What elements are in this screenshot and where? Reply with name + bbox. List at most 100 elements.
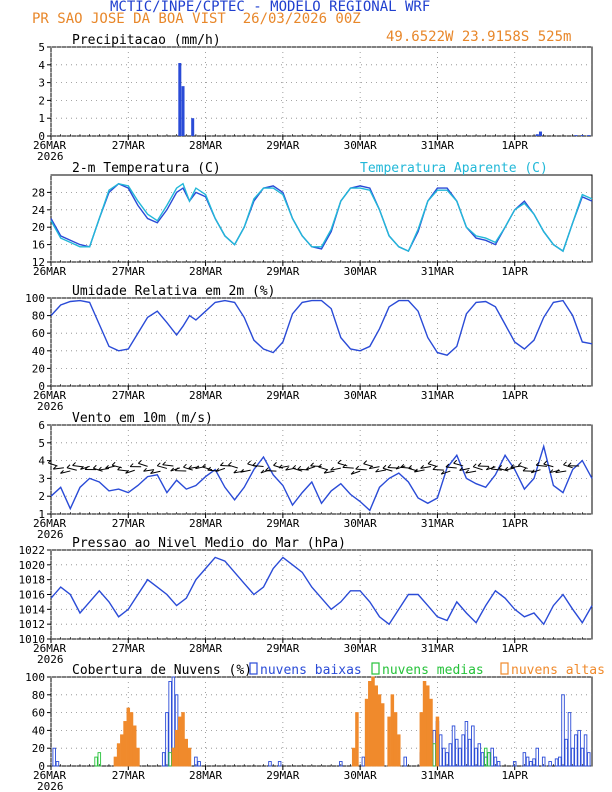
x-year-label: 2026 (37, 400, 64, 413)
y-tick-label: 12 (32, 256, 45, 269)
x-tick-label: 28MAR (189, 517, 222, 530)
x-tick-label: 30MAR (344, 769, 377, 782)
x-tick-label: 29MAR (266, 769, 299, 782)
wind-vector-arrow (414, 469, 425, 473)
x-tick-label: 1APR (501, 389, 528, 402)
wind-vector-head (174, 467, 179, 472)
cloud-bar-nuvens-altas (171, 747, 176, 767)
wind-vector-head (510, 464, 515, 468)
cloud-legend-label: nuvens baixas (260, 663, 362, 678)
cloud-bar-nuvens-baixas (548, 761, 552, 767)
wind-vector-arrow (490, 468, 502, 471)
x-tick-label: 31MAR (421, 139, 454, 152)
wind-vector-head (240, 468, 244, 473)
wind-vector-arrow (536, 464, 547, 467)
panel-frame (50, 46, 593, 137)
cloud-bar-nuvens-baixas (574, 734, 578, 767)
wind-vector-head (337, 459, 342, 464)
cloud-legend-swatch (371, 662, 380, 675)
y-tick-label: 60 (32, 707, 45, 720)
cloud-legend-swatch (249, 662, 258, 675)
panel-title: Cobertura de Nuvens (%) (72, 663, 252, 678)
cloud-bar-nuvens-baixas (554, 758, 559, 767)
wind-vector-head (555, 469, 560, 473)
cloud-bar-nuvens-altas (393, 712, 398, 767)
wind-vector-arrow (473, 466, 483, 471)
wind-vector-arrow (555, 470, 567, 474)
wind-vector-head (535, 461, 540, 466)
wind-vector-head (395, 465, 400, 470)
wind-vector-head (66, 464, 71, 469)
wind-vector-head (285, 466, 289, 471)
wind-vector-head (265, 467, 269, 471)
wind-vector-arrow (427, 463, 438, 468)
cloud-bar-nuvens-baixas (451, 725, 456, 767)
cloud-bar-nuvens-baixas (525, 756, 530, 767)
y-tick-label: 4 (38, 455, 45, 468)
cloud-bar-nuvens-baixas (580, 747, 585, 767)
wind-vector-head (183, 463, 187, 468)
wind-vector-arrow (53, 467, 64, 470)
wind-vector-head (531, 469, 535, 474)
y-tick-label: 24 (32, 204, 46, 217)
cloud-bar-nuvens-baixas (361, 756, 366, 767)
cloud-bar-nuvens-altas (377, 694, 382, 767)
cloud-bar-nuvens-baixas (474, 747, 478, 767)
wind-vector-head (60, 470, 64, 474)
wind-vector-arrow (215, 467, 226, 472)
y-tick-label: 3 (38, 77, 45, 90)
x-tick-label: 28MAR (189, 139, 222, 152)
wind-vector-head (143, 467, 147, 472)
x-tick-label: 1APR (501, 265, 528, 278)
cloud-bar-nuvens-altas (181, 712, 185, 767)
wind-vector-head (188, 465, 193, 469)
cloud-bar-nuvens-baixas (268, 761, 272, 767)
cloud-bar-nuvens-medias (94, 756, 98, 767)
y-tick-label: 28 (32, 186, 45, 199)
y-tick-label: 5 (38, 41, 45, 54)
wind-vector-head (414, 468, 418, 473)
cloud-bar-nuvens-baixas (55, 761, 60, 767)
wind-vector-head (400, 464, 405, 468)
wind-vector-head (202, 463, 206, 468)
wind-vector-arrow (318, 466, 329, 471)
x-tick-label: 29MAR (266, 517, 299, 530)
wind-vector-arrow (518, 464, 528, 469)
wind-vector-arrow (98, 468, 110, 471)
precip-bar (181, 86, 185, 136)
cloud-bar-nuvens-baixas (52, 747, 56, 767)
wind-vector-head (278, 464, 283, 469)
cloud-bar-nuvens-altas (387, 716, 391, 767)
cloud-bar-nuvens-altas (187, 747, 192, 767)
cloud-bar-nuvens-baixas (442, 747, 446, 767)
cloud-bar-nuvens-medias (432, 743, 436, 767)
wind-vector-head (465, 469, 470, 474)
panel-cloud (47, 662, 593, 770)
wind-vector-arrow (355, 468, 367, 471)
wind-vector-head (387, 464, 392, 468)
wind-vector-head (567, 462, 572, 467)
wind-vector-arrow (202, 466, 213, 471)
cloud-bar-nuvens-baixas (194, 756, 198, 767)
cloud-bar-nuvens-baixas (161, 752, 166, 767)
wind-vector-head (305, 466, 310, 471)
wind-vector-arrow (183, 466, 193, 471)
panel-title: Precipitacao (mm/h) (72, 33, 221, 48)
x-tick-label: 26MAR (33, 642, 66, 655)
y-tick-label: 1022 (19, 544, 46, 557)
cloud-bar-nuvens-medias (168, 752, 172, 767)
wind-vector-head (504, 466, 509, 471)
wind-vector-head (445, 463, 450, 468)
cloud-bar-nuvens-baixas (480, 752, 485, 767)
wind-vector-head (84, 466, 89, 470)
y-tick-label: 1 (38, 508, 45, 521)
y-tick-label: 80 (32, 689, 45, 702)
wind-vector-head (292, 464, 297, 469)
wind-vector-head (543, 460, 548, 465)
wind-vector-head (129, 463, 134, 467)
y-tick-label: 6 (38, 419, 45, 432)
y-tick-label: 1018 (19, 574, 46, 587)
x-tick-label: 30MAR (344, 389, 377, 402)
cloud-bar-nuvens-medias (483, 747, 488, 767)
